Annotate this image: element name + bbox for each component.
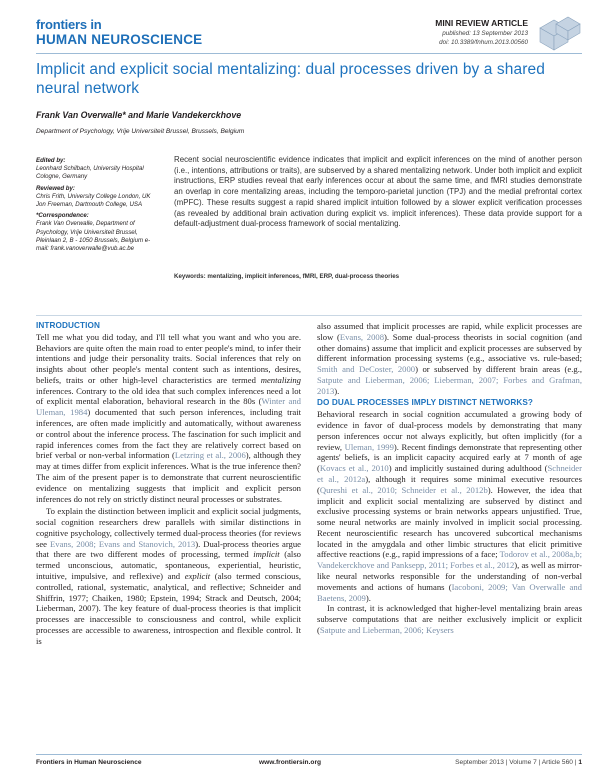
authors: Frank Van Overwalle* and Marie Vandekerc… xyxy=(36,110,242,120)
reviewer: Chris Frith, University College London, … xyxy=(36,192,151,200)
paragraph: To explain the distinction between impli… xyxy=(36,506,301,646)
paragraph: In contrast, it is acknowledged that hig… xyxy=(317,603,582,635)
section-heading: INTRODUCTION xyxy=(36,321,100,330)
citation-link[interactable]: Qureshi et al., 2010; Schneider et al., … xyxy=(319,484,488,495)
editorial-sidebar: Edited by: Leonhard Schilbach, Universit… xyxy=(36,157,161,253)
reviewed-by-heading: Reviewed by: xyxy=(36,184,75,192)
body-column-right: also assumed that implicit processes are… xyxy=(317,321,582,636)
keywords-list: mentalizing, implicit inferences, fMRI, … xyxy=(207,273,400,280)
page-number: 1 xyxy=(578,759,582,766)
section-heading: DO DUAL PROCESSES IMPLY DISTINCT NETWORK… xyxy=(317,398,534,408)
section-rule xyxy=(36,315,582,316)
article-title: Implicit and explicit social mentalizing… xyxy=(36,61,545,97)
paragraph: Behavioral research in social cognition … xyxy=(317,409,583,603)
article-type-icon xyxy=(539,16,581,51)
correspondence: Frank Van Overwalle, Department of Psych… xyxy=(36,220,151,253)
paragraph: Tell me what you did today, and I'll tel… xyxy=(36,331,302,504)
affiliation: Department of Psychology, Vrije Universi… xyxy=(36,128,245,135)
keywords: Keywords: mentalizing, implicit inferenc… xyxy=(174,273,582,280)
citation-link[interactable]: Evans, 2008; Evans and Stanovich, 2013 xyxy=(50,538,196,549)
journal-logo-bottom: HUMAN NEUROSCIENCE xyxy=(36,32,203,47)
citation-link[interactable]: Kovacs et al., 2010 xyxy=(319,463,389,474)
citation-link[interactable]: Smith and DeCoster, 2000 xyxy=(317,364,416,375)
correspondence-heading: *Correspondence: xyxy=(36,212,89,220)
edited-by-heading: Edited by: xyxy=(36,157,66,164)
footer-journal: Frontiers in Human Neuroscience xyxy=(36,759,142,766)
citation-link[interactable]: Winter and Uleman, 1984 xyxy=(36,396,301,418)
edited-by: Leonhard Schilbach, University Hospital … xyxy=(36,165,144,181)
citation-link[interactable]: Iacoboni, 2009; Van Overwalle and Baeten… xyxy=(317,581,582,603)
keywords-label: Keywords: xyxy=(174,273,206,280)
footer-url[interactable]: www.frontiersin.org xyxy=(259,759,322,766)
citation-link[interactable]: Satpute and Lieberman, 2006; Keysers xyxy=(319,624,454,635)
footer-rule xyxy=(36,754,582,755)
citation-link[interactable]: Schneider et al., 2012a xyxy=(317,463,582,484)
published-date: published: 13 September 2013 xyxy=(442,30,528,37)
article-type: MINI REVIEW ARTICLE xyxy=(435,18,528,28)
doi: doi: 10.3389/fnhum.2013.00560 xyxy=(439,39,528,46)
footer-issue: September 2013 | Volume 7 | Article 560 … xyxy=(455,759,582,766)
abstract: Recent social neuroscientific evidence i… xyxy=(174,155,582,229)
citation-link[interactable]: Satpute and Lieberman, 2006; Lieberman, … xyxy=(317,374,582,396)
paragraph: also assumed that implicit processes are… xyxy=(317,321,583,396)
header-rule xyxy=(36,53,582,54)
citation-link[interactable]: Uleman, 1999 xyxy=(344,441,394,452)
citation-link[interactable]: Letzring et al., 2006 xyxy=(174,450,246,461)
citation-link[interactable]: Evans, 2008 xyxy=(339,331,385,342)
reviewer: Jon Freeman, Dartmouth College, USA xyxy=(36,201,143,209)
journal-logo-top: frontiers in xyxy=(36,17,102,32)
citation-link[interactable]: Todorov et al., 2008a,b; Vandekerckhove … xyxy=(317,549,582,571)
body-column-left: INTRODUCTION Tell me what you did today,… xyxy=(36,321,301,646)
